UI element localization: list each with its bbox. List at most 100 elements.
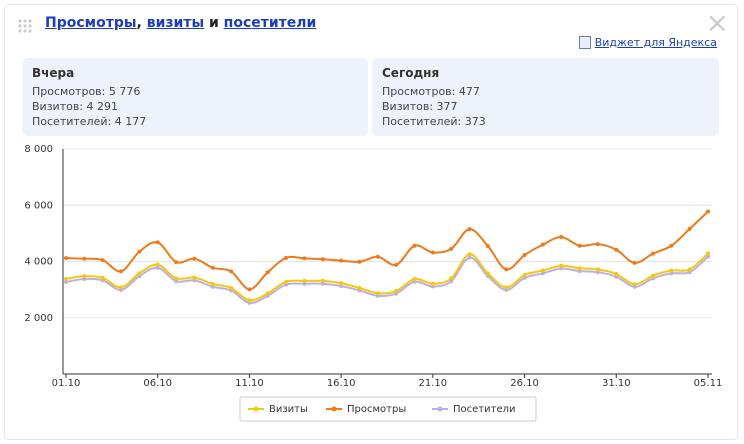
point	[265, 270, 270, 275]
widget-link-text[interactable]: Виджет для Яндекса	[594, 36, 717, 49]
point	[412, 243, 417, 248]
summary-box: Вчера Просмотров: 5 776 Визитов: 4 291 П…	[22, 58, 368, 136]
point	[174, 279, 179, 284]
point	[82, 276, 87, 281]
point	[302, 281, 307, 286]
legend-marker	[331, 406, 337, 412]
point	[82, 274, 87, 279]
legend-label: Визиты	[269, 404, 308, 415]
point	[174, 260, 179, 265]
x-tick-label: 11.10	[235, 378, 264, 389]
point	[320, 278, 325, 283]
point	[577, 266, 582, 271]
legend-item[interactable]: Посетители	[432, 404, 515, 415]
link-icon	[578, 36, 591, 49]
point	[430, 250, 435, 255]
point	[467, 252, 472, 257]
point	[339, 258, 344, 263]
point	[155, 240, 160, 245]
point	[650, 273, 655, 278]
widget-link[interactable]: Виджет для Яндекса	[578, 36, 717, 49]
y-tick-label: 8 000	[24, 144, 53, 155]
close-button[interactable]: ×	[705, 6, 729, 39]
summary-line: Просмотров: 5 776	[32, 85, 141, 98]
y-tick-label: 4 000	[24, 257, 53, 268]
point	[669, 271, 674, 276]
point	[155, 265, 160, 270]
point	[265, 291, 270, 296]
point	[669, 243, 674, 248]
widget-title: Просмотры, визиты и посетители	[45, 15, 316, 31]
point	[192, 275, 197, 280]
point	[632, 260, 637, 265]
summary-box: Сегодня Просмотров: 477 Визитов: 377 Пос…	[372, 58, 719, 136]
point	[669, 268, 674, 273]
point	[540, 268, 545, 273]
title-link[interactable]: визиты	[146, 15, 205, 31]
point	[192, 256, 197, 261]
point	[375, 291, 380, 296]
x-tick-label: 16.10	[327, 378, 356, 389]
point	[595, 267, 600, 272]
drag-handle[interactable]	[17, 18, 33, 34]
point	[100, 258, 105, 263]
point	[577, 243, 582, 248]
point	[229, 269, 234, 274]
legend-box	[239, 396, 537, 422]
series-line	[65, 210, 709, 291]
point	[155, 262, 160, 267]
x-tick-label: 01.10	[52, 378, 81, 389]
point	[706, 209, 710, 214]
point	[229, 285, 234, 290]
point	[540, 271, 545, 276]
point	[210, 265, 215, 270]
summary-title: Вчера	[32, 66, 75, 80]
legend-label: Посетители	[453, 404, 515, 415]
point	[302, 278, 307, 283]
point	[210, 284, 215, 289]
y-tick-label: 6 000	[24, 200, 53, 211]
legend-item[interactable]: Визиты	[248, 404, 308, 415]
point	[64, 276, 68, 281]
widget: Просмотры, визиты и посетители × Виджет …	[4, 4, 738, 440]
point	[540, 242, 545, 247]
point	[706, 251, 710, 256]
point	[357, 285, 362, 290]
title-link[interactable]: посетители	[223, 15, 317, 31]
point	[522, 253, 527, 258]
x-tick-label: 21.10	[419, 378, 448, 389]
point	[137, 249, 142, 254]
point	[504, 267, 509, 272]
x-tick-label: 06.10	[143, 378, 172, 389]
legend-label: Просмотры	[347, 404, 406, 415]
point	[522, 275, 527, 280]
point	[504, 285, 509, 290]
point	[100, 275, 105, 280]
point	[577, 269, 582, 274]
point	[137, 271, 142, 276]
legend: Визиты Просмотры Посетители	[239, 396, 537, 422]
summary-line: Просмотров: 477	[382, 85, 480, 98]
point	[82, 256, 87, 261]
point	[64, 256, 68, 261]
legend-item[interactable]: Просмотры	[326, 404, 406, 415]
point	[559, 263, 564, 268]
point	[687, 270, 692, 275]
point	[394, 289, 399, 294]
point	[394, 262, 399, 267]
point	[174, 276, 179, 281]
series-line	[65, 252, 709, 302]
point	[64, 280, 68, 285]
title-link[interactable]: Просмотры	[45, 15, 137, 31]
point	[614, 271, 619, 276]
title-sep: ,	[136, 15, 147, 31]
title-sep: и	[204, 15, 224, 31]
point	[449, 276, 454, 281]
point	[467, 255, 472, 260]
point	[614, 247, 619, 252]
series-line	[65, 255, 709, 304]
point	[614, 274, 619, 279]
point	[302, 256, 307, 261]
point	[467, 227, 472, 232]
